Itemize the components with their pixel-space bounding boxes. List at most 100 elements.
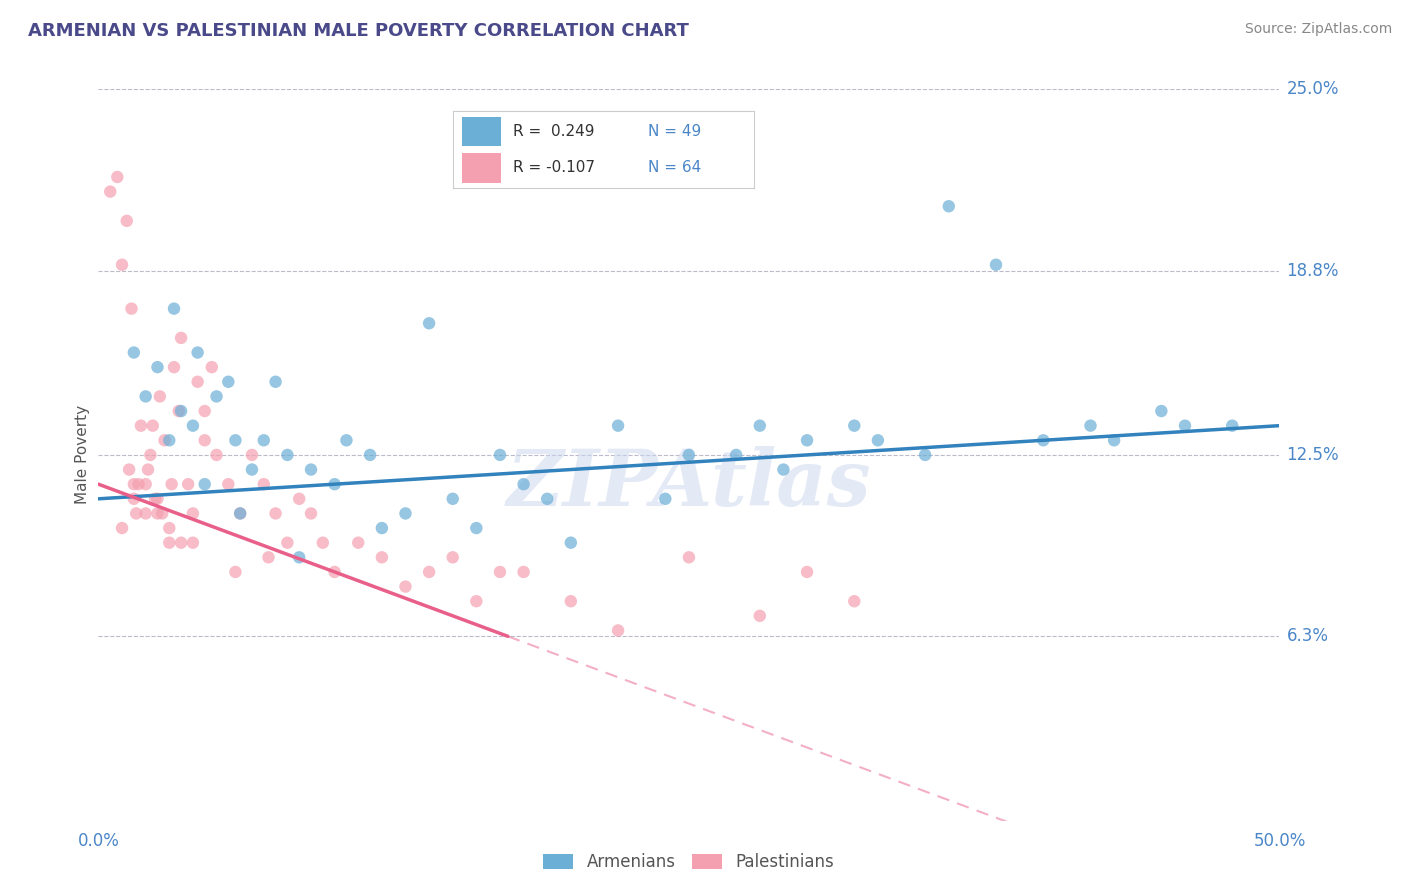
Point <box>240 462 263 476</box>
Point <box>1220 418 1243 433</box>
Point <box>157 535 180 549</box>
Point <box>135 389 157 403</box>
Point <box>122 491 145 506</box>
Point <box>796 565 818 579</box>
Point <box>163 301 186 316</box>
Point <box>224 434 246 448</box>
Point <box>465 521 488 535</box>
Point <box>122 345 145 359</box>
Point <box>201 360 224 375</box>
Point <box>153 434 176 448</box>
Point <box>98 185 121 199</box>
Point <box>607 418 630 433</box>
Point <box>1174 418 1197 433</box>
Point <box>796 434 818 448</box>
Point <box>253 434 276 448</box>
Point <box>1080 418 1102 433</box>
Point <box>678 550 700 565</box>
Text: 25.0%: 25.0% <box>1286 80 1339 98</box>
Point <box>136 462 159 476</box>
Point <box>299 462 322 476</box>
Point <box>160 477 183 491</box>
Point <box>560 594 582 608</box>
Point <box>187 345 209 359</box>
Point <box>229 507 252 521</box>
Point <box>105 169 128 184</box>
Point <box>217 375 239 389</box>
Point <box>984 258 1007 272</box>
Point <box>394 580 416 594</box>
Point <box>312 535 335 549</box>
Point <box>129 418 152 433</box>
Point <box>118 462 141 476</box>
Point <box>139 448 162 462</box>
Point <box>163 360 186 375</box>
Point <box>142 418 165 433</box>
Point <box>748 608 770 623</box>
Point <box>1102 434 1125 448</box>
Point <box>170 331 193 345</box>
Point <box>122 477 145 491</box>
Point <box>149 389 172 403</box>
Point <box>844 418 866 433</box>
Text: 18.8%: 18.8% <box>1286 261 1339 279</box>
Point <box>205 389 228 403</box>
Point <box>157 521 180 535</box>
Point <box>441 550 464 565</box>
Point <box>276 448 298 462</box>
Point <box>194 477 217 491</box>
Text: 6.3%: 6.3% <box>1286 627 1329 645</box>
Point <box>607 624 630 638</box>
Point <box>335 434 357 448</box>
Point <box>512 477 534 491</box>
Point <box>167 404 190 418</box>
Point <box>323 477 346 491</box>
Point <box>560 535 582 549</box>
Point <box>394 507 416 521</box>
Point <box>866 434 889 448</box>
Point <box>121 301 143 316</box>
Point <box>135 477 157 491</box>
Point <box>371 521 394 535</box>
Point <box>489 565 512 579</box>
Point <box>253 477 276 491</box>
Point <box>1150 404 1173 418</box>
Point <box>111 258 134 272</box>
Point <box>205 448 228 462</box>
Point <box>371 550 394 565</box>
Point <box>240 448 263 462</box>
Point <box>111 521 134 535</box>
Point <box>217 477 239 491</box>
Text: ARMENIAN VS PALESTINIAN MALE POVERTY CORRELATION CHART: ARMENIAN VS PALESTINIAN MALE POVERTY COR… <box>28 22 689 40</box>
Point <box>194 404 217 418</box>
Legend: Armenians, Palestinians: Armenians, Palestinians <box>537 847 841 878</box>
Point <box>146 491 169 506</box>
Point <box>115 214 138 228</box>
Point <box>177 477 200 491</box>
Point <box>187 375 209 389</box>
Point <box>465 594 488 608</box>
Point <box>257 550 280 565</box>
Point <box>512 565 534 579</box>
Point <box>772 462 794 476</box>
Point <box>194 434 217 448</box>
Point <box>678 448 700 462</box>
Point <box>347 535 370 549</box>
Point <box>135 507 157 521</box>
Point <box>1032 434 1054 448</box>
Y-axis label: Male Poverty: Male Poverty <box>75 405 90 505</box>
Point <box>359 448 381 462</box>
Point <box>143 491 166 506</box>
Point <box>181 507 204 521</box>
Point <box>323 565 346 579</box>
Point <box>229 507 252 521</box>
Text: 12.5%: 12.5% <box>1286 446 1339 464</box>
Point <box>157 434 180 448</box>
Point <box>914 448 936 462</box>
Point <box>299 507 322 521</box>
Point <box>170 404 193 418</box>
Point <box>844 594 866 608</box>
Point <box>288 550 311 565</box>
Point <box>170 535 193 549</box>
Point <box>181 535 204 549</box>
